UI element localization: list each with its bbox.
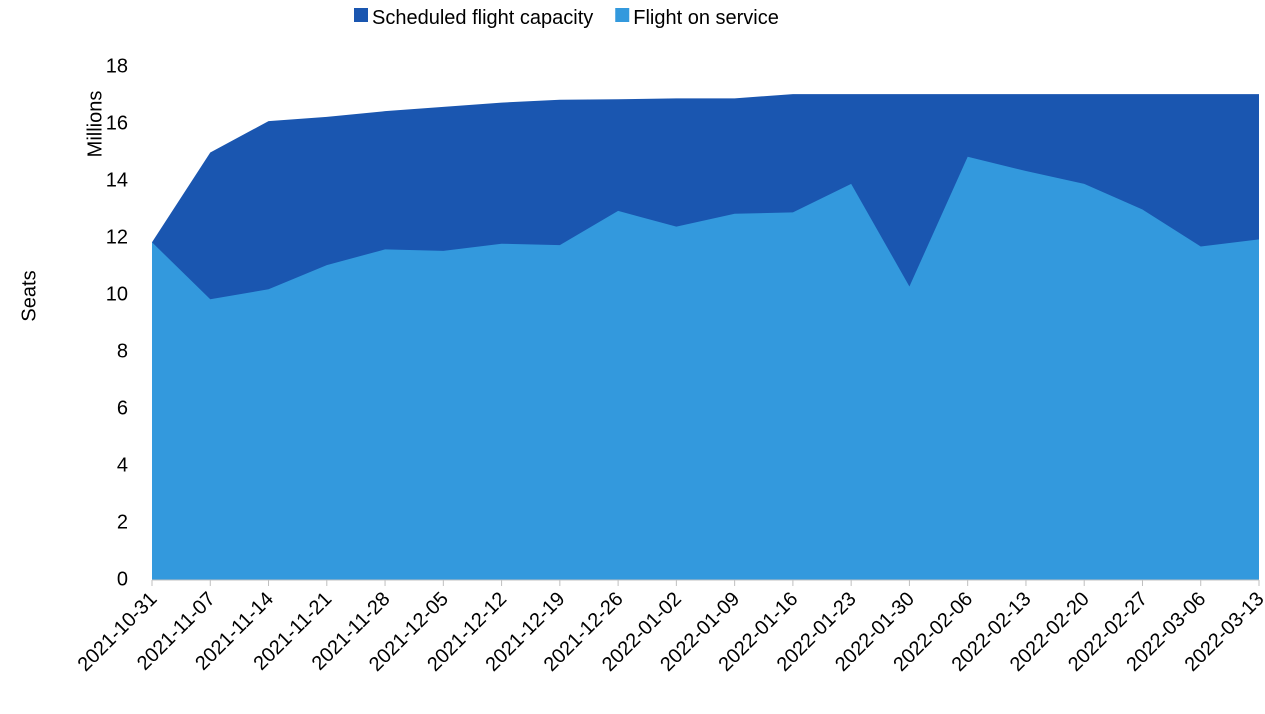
y-tick-label: 12 [106, 226, 128, 248]
y-tick-label: 6 [117, 397, 128, 419]
y-tick-label: 18 [106, 55, 128, 77]
y-tick-label: 0 [117, 568, 128, 590]
y-tick-label: 8 [117, 340, 128, 362]
y-tick-label: 10 [106, 283, 128, 305]
legend-swatch [615, 8, 630, 22]
area [152, 156, 1259, 580]
legend-label: Scheduled flight capacity [372, 7, 593, 29]
y-axis-label: Seats [18, 270, 40, 321]
legend-label: Flight on service [633, 7, 779, 29]
y-tick-label: 2 [117, 511, 128, 533]
y-tick-label: 16 [106, 112, 128, 134]
y-tick-label: 14 [106, 169, 128, 191]
y-units-label: Millions [84, 91, 106, 158]
y-tick-label: 4 [117, 454, 128, 476]
legend-swatch [354, 8, 368, 22]
